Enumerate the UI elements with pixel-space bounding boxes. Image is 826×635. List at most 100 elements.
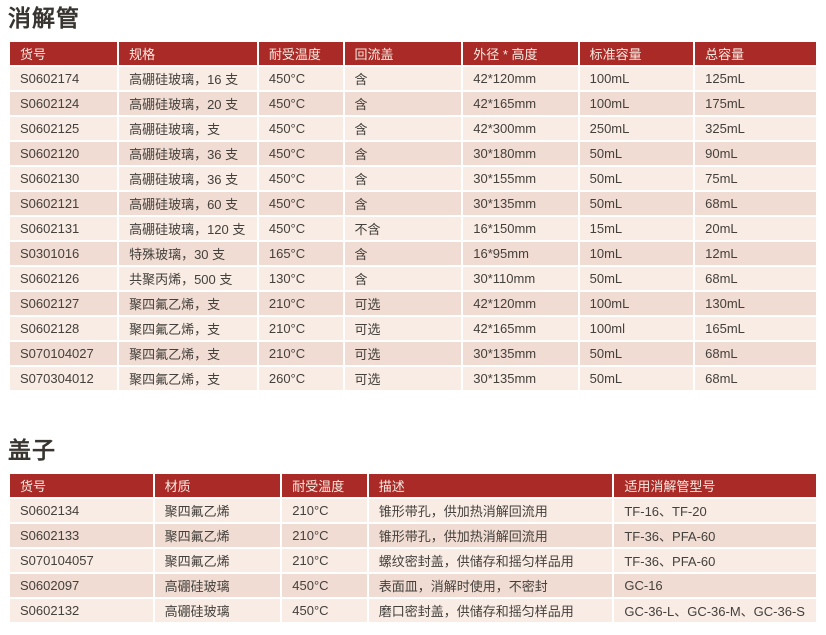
table-row: S0602124 高硼硅玻璃，20 支 450°C 含 42*165mm 100mL 175… xyxy=(7,90,818,117)
table-cell: 20mL xyxy=(693,215,818,242)
table-cell: 30*135mm xyxy=(461,340,580,367)
table-cell: 450°C xyxy=(256,115,345,142)
lid-title: 盖子 xyxy=(8,437,56,463)
lid-section: 盖子 货号 材质 耐受温度 描述 适用消解管型号 S0602134 聚四氟乙烯 210°C 锥… xyxy=(8,432,818,624)
table-cell: 聚四氟乙烯，支 xyxy=(117,315,259,342)
column-header: 货号 xyxy=(7,40,120,67)
table-cell: S0602134 xyxy=(8,497,155,524)
table-cell: 含 xyxy=(342,90,464,117)
column-header: 材质 xyxy=(152,472,283,499)
table-cell: S0602132 xyxy=(8,597,155,624)
table-cell: 450°C xyxy=(280,572,369,599)
table-cell: 可选 xyxy=(342,365,464,392)
table-cell: S0602133 xyxy=(8,522,155,549)
table-row: S0602134 聚四氟乙烯 210°C 锥形带孔，供加热消解回流用 TF-16、TF-… xyxy=(8,497,818,524)
table-cell: 聚四氟乙烯，支 xyxy=(117,290,259,317)
table-cell: 30*180mm xyxy=(461,140,580,167)
table-cell: 16*95mm xyxy=(461,240,580,267)
table-row: S0602133 聚四氟乙烯 210°C 锥形带孔，供加热消解回流用 TF-36、PFA… xyxy=(8,522,818,549)
table-cell: 50mL xyxy=(577,140,696,167)
table-cell: 16*150mm xyxy=(461,215,580,242)
table-cell: 含 xyxy=(342,240,464,267)
table-row: S0301016 特殊玻璃，30 支 165°C 含 16*95mm 10mL 12mL xyxy=(7,240,818,267)
table-cell: 450°C xyxy=(256,165,345,192)
table-cell: 高硼硅玻璃，16 支 xyxy=(117,65,259,92)
header-row: 货号 规格 耐受温度 回流盖 外径 * 高度 标准容量 总容量 xyxy=(7,40,818,67)
digestion-tube-title: 消解管 xyxy=(8,5,80,31)
table-cell: 90mL xyxy=(693,140,818,167)
table-cell: 42*165mm xyxy=(461,90,580,117)
table-cell: 10mL xyxy=(577,240,696,267)
table-cell: GC-16 xyxy=(612,572,818,599)
table-cell: 100mL xyxy=(577,65,696,92)
table-cell: 130°C xyxy=(256,265,345,292)
table-row: S0602131 高硼硅玻璃，120 支 450°C 不含 16*150mm 15mL 20… xyxy=(7,215,818,242)
table-cell: 325mL xyxy=(693,115,818,142)
table-cell: S0602127 xyxy=(7,290,120,317)
column-header: 耐受温度 xyxy=(280,472,369,499)
table-cell: 250mL xyxy=(577,115,696,142)
table-cell: 锥形带孔，供加热消解回流用 xyxy=(366,522,615,549)
table-cell: TF-36、PFA-60 xyxy=(612,522,818,549)
column-header: 总容量 xyxy=(693,40,818,67)
column-header: 回流盖 xyxy=(342,40,464,67)
table-cell: 高硼硅玻璃，36 支 xyxy=(117,140,259,167)
table-cell: S0602124 xyxy=(7,90,120,117)
table-cell: 30*110mm xyxy=(461,265,580,292)
table-cell: 210°C xyxy=(256,340,345,367)
table-row: S0602174 高硼硅玻璃，16 支 450°C 含 42*120mm 100mL 125… xyxy=(7,65,818,92)
table-cell: S070104057 xyxy=(8,547,155,574)
table-cell: S0602128 xyxy=(7,315,120,342)
table-cell: S0602130 xyxy=(7,165,120,192)
table-cell: 30*135mm xyxy=(461,190,580,217)
table-cell: 高硼硅玻璃 xyxy=(152,597,283,624)
table-cell: 260°C xyxy=(256,365,345,392)
table-row: S0602097 高硼硅玻璃 450°C 表面皿，消解时使用，不密封 GC-16 xyxy=(8,572,818,599)
table-cell: 450°C xyxy=(256,190,345,217)
table-cell: S0602174 xyxy=(7,65,120,92)
table-cell: 125mL xyxy=(693,65,818,92)
table-cell: 高硼硅玻璃，20 支 xyxy=(117,90,259,117)
table-row: S0602132 高硼硅玻璃 450°C 磨口密封盖，供储存和摇匀样品用 GC-36-L… xyxy=(8,597,818,624)
table-cell: 高硼硅玻璃，36 支 xyxy=(117,165,259,192)
column-header: 货号 xyxy=(8,472,155,499)
table-row: S0602125 高硼硅玻璃，支 450°C 含 42*300mm 250mL 325mL xyxy=(7,115,818,142)
column-header: 外径 * 高度 xyxy=(461,40,580,67)
table-cell: 含 xyxy=(342,190,464,217)
digestion-tube-section: 消解管 货号 规格 耐受温度 回流盖 外径 * 高度 标准容量 总容量 S0602174 高硼… xyxy=(7,0,818,392)
table-cell: 50mL xyxy=(577,265,696,292)
table-cell: 高硼硅玻璃，60 支 xyxy=(117,190,259,217)
table-cell: TF-36、PFA-60 xyxy=(612,547,818,574)
table-cell: 210°C xyxy=(280,497,369,524)
table-cell: TF-16、TF-20 xyxy=(612,497,818,524)
table-cell: 42*120mm xyxy=(461,290,580,317)
table-cell: 42*165mm xyxy=(461,315,580,342)
table-cell: 聚四氟乙烯 xyxy=(152,547,283,574)
table-cell: 30*155mm xyxy=(461,165,580,192)
table-cell: 可选 xyxy=(342,340,464,367)
table-cell: 聚四氟乙烯 xyxy=(152,497,283,524)
table-cell: S0602120 xyxy=(7,140,120,167)
table-row: S0602130 高硼硅玻璃，36 支 450°C 含 30*155mm 50mL 75mL xyxy=(7,165,818,192)
table-row: S0602120 高硼硅玻璃，36 支 450°C 含 30*180mm 50mL 90mL xyxy=(7,140,818,167)
table-cell: 可选 xyxy=(342,290,464,317)
table-cell: 含 xyxy=(342,140,464,167)
table-cell: 210°C xyxy=(280,547,369,574)
table-cell: 特殊玻璃，30 支 xyxy=(117,240,259,267)
header-row: 货号 材质 耐受温度 描述 适用消解管型号 xyxy=(8,472,818,499)
table-cell: 68mL xyxy=(693,265,818,292)
table-cell: S0602126 xyxy=(7,265,120,292)
digestion-tube-table: 货号 规格 耐受温度 回流盖 外径 * 高度 标准容量 总容量 S0602174 高硼硅玻璃，… xyxy=(7,40,818,392)
table-cell: 高硼硅玻璃，120 支 xyxy=(117,215,259,242)
table-cell: 130mL xyxy=(693,290,818,317)
table-row: S0602126 共聚丙烯，500 支 130°C 含 30*110mm 50mL 68mL xyxy=(7,265,818,292)
table-cell: 50mL xyxy=(577,165,696,192)
table-row: S070304012 聚四氟乙烯，支 260°C 可选 30*135mm 50mL 68mL xyxy=(7,365,818,392)
table-cell: 含 xyxy=(342,115,464,142)
column-header: 规格 xyxy=(117,40,259,67)
table-cell: 聚四氟乙烯 xyxy=(152,522,283,549)
table-cell: S0602121 xyxy=(7,190,120,217)
table-cell: S0602125 xyxy=(7,115,120,142)
table-cell: 450°C xyxy=(256,215,345,242)
